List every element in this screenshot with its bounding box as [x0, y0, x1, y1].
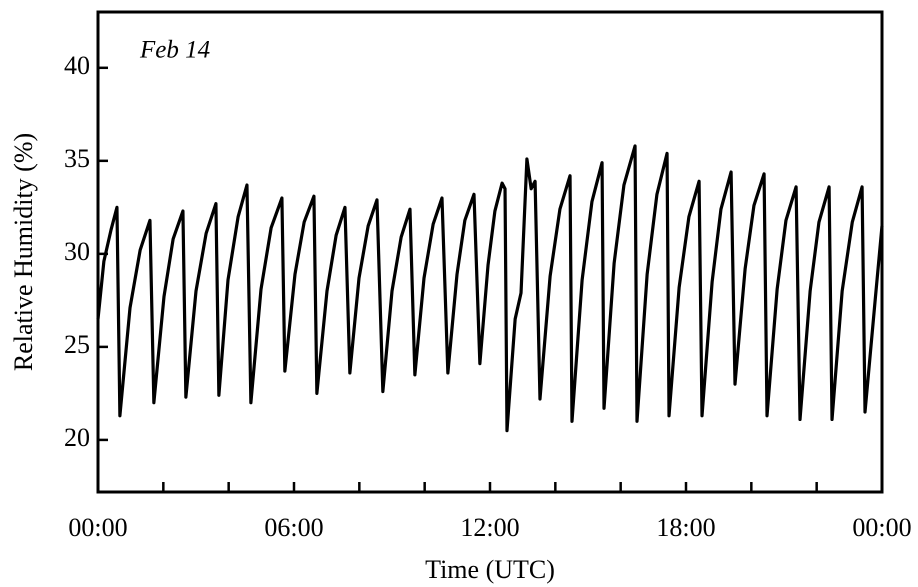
- x-tick-label: 00:00: [852, 513, 911, 542]
- x-tick-label: 00:00: [68, 513, 127, 542]
- x-tick-label: 06:00: [264, 513, 323, 542]
- x-axis-label: Time (UTC): [425, 555, 555, 584]
- y-axis-label: Relative Humidity (%): [9, 133, 38, 371]
- y-tick-label: 20: [64, 423, 90, 452]
- y-tick-label: 25: [64, 330, 90, 359]
- y-tick-label: 35: [64, 144, 90, 173]
- x-tick-label: 18:00: [656, 513, 715, 542]
- annotation: Feb 14: [139, 37, 210, 64]
- y-tick-label: 40: [64, 51, 90, 80]
- x-tick-label: 12:00: [460, 513, 519, 542]
- data-line: [96, 144, 884, 433]
- y-tick-label: 30: [64, 237, 90, 266]
